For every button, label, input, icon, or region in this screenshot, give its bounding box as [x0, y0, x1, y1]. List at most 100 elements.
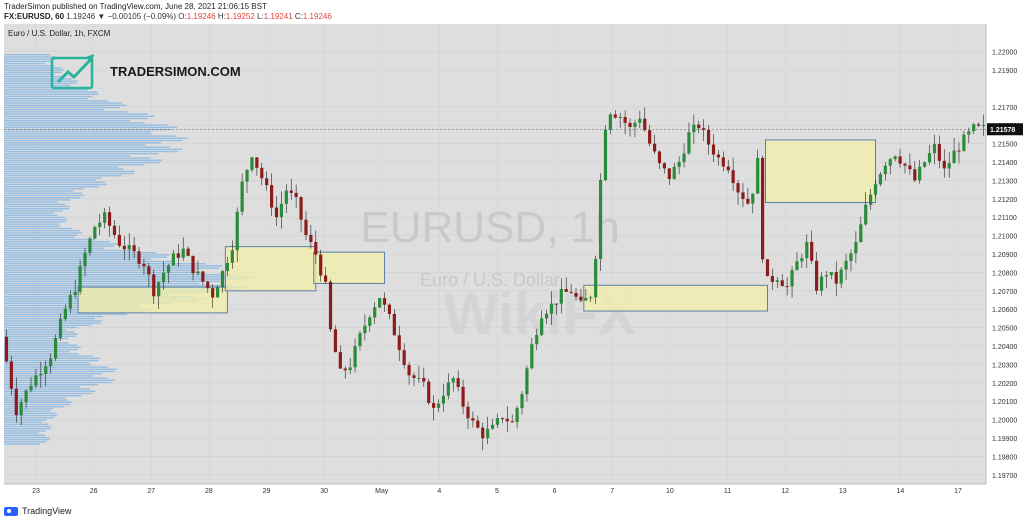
profile-bar	[4, 428, 51, 430]
candle-body	[746, 198, 750, 204]
candle-body	[328, 281, 333, 330]
profile-bar	[4, 199, 71, 201]
candle-body	[785, 286, 789, 288]
price-tick-label: 1.22000	[992, 50, 1017, 57]
profile-bar	[4, 155, 131, 157]
candle-body	[368, 317, 372, 326]
profile-bar	[4, 417, 54, 419]
candle-body	[888, 159, 892, 166]
candle-body	[181, 248, 185, 258]
candle-body	[176, 253, 180, 258]
profile-bar	[4, 395, 81, 397]
profile-bar	[4, 384, 99, 386]
candle-body	[284, 190, 288, 204]
candle-body	[417, 377, 421, 379]
candle-body	[132, 245, 136, 252]
profile-bar	[4, 388, 91, 390]
profile-bar	[4, 214, 58, 216]
candles	[4, 107, 986, 451]
chart-legend: Euro / U.S. Dollar, 1h, FXCM	[8, 29, 111, 38]
candle-body	[466, 406, 470, 419]
candle-body	[731, 170, 735, 184]
profile-bar	[4, 265, 223, 267]
candle-body	[721, 157, 725, 167]
candle-body	[476, 420, 480, 428]
candle-body	[446, 382, 450, 396]
profile-bar	[4, 318, 96, 320]
candle-body	[760, 157, 765, 260]
profile-bar	[4, 252, 157, 254]
candle-body	[716, 154, 721, 158]
candle-body	[196, 271, 200, 274]
profile-bar	[4, 89, 88, 91]
candle-body	[706, 129, 711, 145]
candle-body	[913, 169, 917, 181]
candle-body	[358, 333, 362, 347]
profile-bar	[4, 412, 56, 414]
candle-body	[544, 313, 549, 319]
profile-bar	[4, 269, 197, 271]
profile-bar	[4, 337, 69, 340]
candle-body	[790, 270, 794, 287]
profile-bar	[4, 241, 110, 243]
profile-bar	[4, 436, 50, 439]
candle-body	[510, 421, 514, 423]
profile-bar	[4, 353, 79, 355]
profile-bar	[4, 71, 62, 73]
candle-body	[697, 124, 701, 129]
candle-body	[456, 378, 460, 387]
price-tick-label: 1.21300	[992, 178, 1017, 185]
profile-bar	[4, 373, 103, 375]
time-tick-label: 10	[666, 488, 674, 495]
candle-body	[569, 291, 573, 293]
candle-body	[68, 295, 72, 309]
candle-body	[206, 281, 210, 289]
candle-body	[461, 386, 465, 407]
profile-bar	[4, 146, 170, 148]
logo-trend-icon	[56, 56, 94, 84]
profile-bar	[4, 439, 50, 441]
candle-body	[594, 258, 598, 298]
price-chart[interactable]: EURUSD, 1h Euro / U.S. Dollar WikiFX TRA…	[0, 24, 1024, 504]
profile-bar	[4, 324, 92, 326]
profile-bar	[4, 221, 66, 223]
profile-bar	[4, 133, 152, 135]
candle-body	[962, 134, 966, 151]
candle-body	[152, 274, 156, 297]
candle-body	[436, 403, 441, 408]
profile-bar	[4, 379, 116, 381]
price-tick-label: 1.21000	[992, 234, 1017, 241]
candle-body	[412, 375, 416, 378]
price-tick-label: 1.20100	[992, 399, 1017, 406]
candle-body	[869, 194, 873, 205]
candle-body	[736, 183, 740, 193]
profile-bar	[4, 102, 122, 104]
profile-bar	[4, 357, 101, 359]
profile-bar	[4, 423, 49, 425]
price-tick-label: 1.20800	[992, 270, 1017, 277]
profile-bar	[4, 335, 76, 337]
profile-bar	[4, 137, 188, 139]
time-axis[interactable]: 23 26 27 28 29 30 May 4 5 6 7 10 11 12 13 14 17	[32, 488, 962, 495]
profile-bar	[4, 80, 78, 82]
candle-body	[878, 174, 883, 185]
candle-body	[672, 166, 676, 180]
candle-body	[29, 385, 33, 391]
time-tick-label: 26	[90, 488, 98, 495]
profile-bar	[4, 276, 255, 278]
profile-bar	[4, 441, 47, 443]
candle-body	[402, 350, 406, 366]
candle-body	[657, 151, 662, 164]
candle-body	[73, 291, 77, 296]
profile-bar	[4, 216, 65, 219]
profile-bar	[4, 397, 66, 399]
candle-body	[525, 368, 529, 395]
candle-body	[844, 260, 848, 270]
profile-bar	[4, 326, 77, 329]
profile-bar	[4, 183, 108, 186]
candle-body	[481, 427, 485, 439]
candle-body	[613, 114, 617, 118]
candle-body	[137, 251, 141, 264]
candle-body	[677, 162, 681, 167]
brand-logo: TRADERSIMON.COM	[50, 54, 241, 90]
